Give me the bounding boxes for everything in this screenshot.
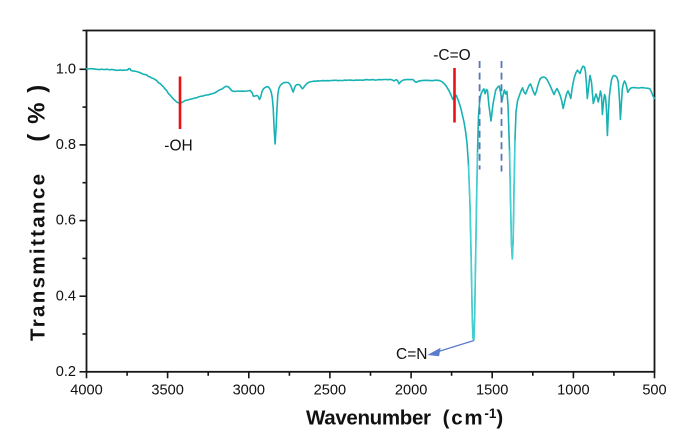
svg-text:Transmittance(%): Transmittance(%) [24, 85, 51, 341]
svg-text:500: 500 [642, 383, 666, 399]
svg-text:3000: 3000 [233, 383, 265, 399]
svg-text:-C=O: -C=O [433, 47, 470, 64]
svg-text:0.6: 0.6 [56, 213, 76, 229]
svg-text:0.8: 0.8 [56, 137, 76, 153]
svg-text:2000: 2000 [395, 383, 427, 399]
svg-text:4000: 4000 [70, 383, 102, 399]
svg-text:0.4: 0.4 [56, 288, 76, 304]
svg-text:-OH: -OH [164, 138, 192, 155]
svg-text:C=N: C=N [396, 346, 427, 363]
svg-text:0.2: 0.2 [56, 364, 76, 380]
svg-text:3500: 3500 [151, 383, 183, 399]
svg-text:1500: 1500 [476, 383, 508, 399]
svg-text:Wavenumber(cm-1): Wavenumber (cm -1) [306, 406, 503, 430]
svg-text:1000: 1000 [557, 383, 589, 399]
svg-text:1.0: 1.0 [56, 61, 76, 77]
svg-text:2500: 2500 [314, 383, 346, 399]
